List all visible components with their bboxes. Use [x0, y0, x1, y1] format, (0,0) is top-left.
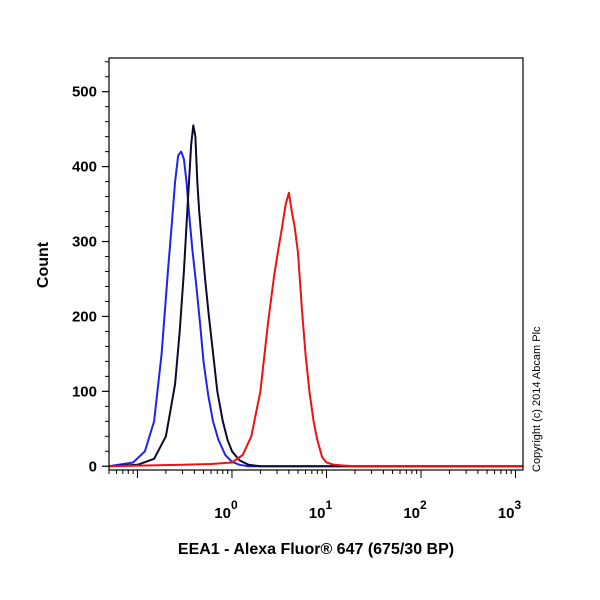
- series-line-1: [108, 150, 523, 468]
- plot-frame: [108, 57, 524, 471]
- copyright-notice: Copyright (c) 2014 Abcam Plc: [531, 326, 543, 472]
- x-axis: 100 101 102 103: [108, 470, 522, 522]
- series-line-2: [108, 124, 523, 468]
- y-axis: 0 100 200 300 400 500: [72, 61, 109, 475]
- x-tick-label: 101: [309, 498, 333, 522]
- y-tick-label: 300: [72, 234, 97, 251]
- series-line-3: [108, 191, 523, 468]
- x-tick-label: 103: [498, 498, 522, 522]
- y-tick-label: 200: [72, 308, 97, 325]
- y-tick-label: 100: [72, 383, 97, 400]
- x-tick-label: 100: [214, 498, 238, 522]
- y-tick-label: 400: [72, 159, 97, 176]
- y-tick-label: 500: [72, 84, 97, 101]
- y-axis-label: Count: [35, 241, 52, 288]
- histogram-curves: [108, 124, 523, 468]
- x-axis-label: EEA1 - Alexa Fluor® 647 (675/30 BP): [178, 541, 454, 558]
- x-tick-label: 102: [403, 498, 427, 522]
- y-tick-label: 0: [89, 458, 97, 475]
